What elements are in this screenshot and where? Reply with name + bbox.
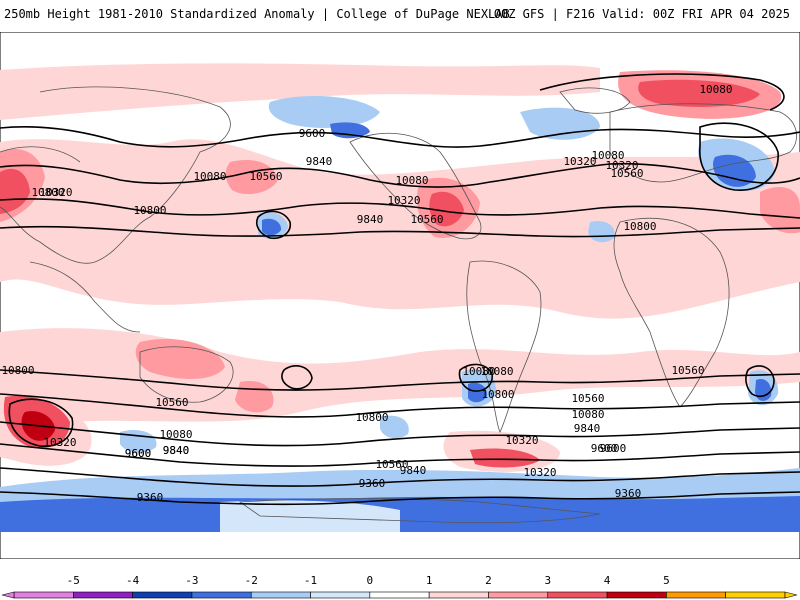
contour-label: 10080 — [571, 408, 604, 421]
contour-label: 10800 — [31, 186, 64, 199]
contour-label: 10800 — [1, 364, 34, 377]
colorbar-tick-label: 1 — [426, 574, 433, 587]
colorbar-tick-label: 0 — [367, 574, 374, 587]
contour-label: 10080 — [395, 174, 428, 187]
colorbar-segment — [488, 591, 549, 599]
contour-label: 10080 — [591, 149, 624, 162]
colorbar-tick-label: -5 — [67, 574, 80, 587]
contour-label: 9840 — [400, 464, 427, 477]
colorbar-min-arrow — [1, 591, 15, 599]
contour-label: 10560 — [571, 392, 604, 405]
contour-label: 9840 — [357, 213, 384, 226]
contour-label: 9840 — [163, 444, 190, 457]
colorbar-tick-label: -4 — [126, 574, 140, 587]
colorbar-max-arrow — [784, 591, 798, 599]
contour-label: 9840 — [306, 155, 333, 168]
colorbar-segment — [725, 591, 786, 599]
colorbar-segment — [428, 591, 489, 599]
contour-label: 9600 — [600, 442, 627, 455]
contour-label: 10320 — [523, 466, 556, 479]
contour-label: 9600 — [299, 127, 326, 140]
contour-label: 10080 — [480, 365, 513, 378]
contour-label: 10320 — [605, 159, 638, 172]
colorbar-segment — [250, 591, 311, 599]
contour-label: 10800 — [133, 204, 166, 217]
colorbar-tick-label: 5 — [663, 574, 670, 587]
contour-label: 10560 — [375, 458, 408, 471]
contour-label: 10800 — [355, 411, 388, 424]
colorbar-tick-label: 3 — [544, 574, 551, 587]
colorbar-segment — [310, 591, 371, 599]
run-valid-time: 00Z GFS | F216 Valid: 00Z FRI APR 04 202… — [493, 7, 790, 21]
contour-label: 10800 — [481, 388, 514, 401]
contour-label: 10560 — [249, 170, 282, 183]
contour-label: 10560 — [610, 167, 643, 180]
contour-label: 9360 — [359, 477, 386, 490]
colorbar-tick-label: -2 — [245, 574, 258, 587]
colorbar: -5 -4 -3 -2 -1 0 1 2 3 4 5 — [1, 574, 798, 599]
height-contours — [0, 73, 800, 506]
colorbar-segment — [13, 591, 74, 599]
contour-label: 10080 — [159, 428, 192, 441]
contour-label: 10560 — [410, 213, 443, 226]
colorbar-segment — [132, 591, 193, 599]
contour-label: 10320 — [43, 436, 76, 449]
contour-label: 9600 — [125, 447, 152, 460]
contour-label: 10080 — [193, 170, 226, 183]
contour-label: 9360 — [615, 487, 642, 500]
positive-anomaly-fill — [0, 63, 800, 472]
coastlines — [0, 86, 797, 524]
colorbar-tick-label: -3 — [185, 574, 198, 587]
contour-label: 9840 — [574, 422, 601, 435]
colorbar-segment — [191, 591, 252, 599]
colorbar-tick-label: -1 — [304, 574, 317, 587]
contour-label: 10320 — [387, 194, 420, 207]
contour-label: 9600 — [591, 442, 618, 455]
colorbar-tick-label: 2 — [485, 574, 492, 587]
colorbar-segment — [547, 591, 608, 599]
contour-label: 10080 — [462, 365, 495, 378]
contour-label: 10800 — [623, 220, 656, 233]
contour-label: 10320 — [563, 155, 596, 168]
contour-label: 9600 — [125, 447, 152, 460]
colorbar-segment — [606, 591, 667, 599]
colorbar-segment — [73, 591, 133, 599]
colorbar-tick-label: 4 — [604, 574, 611, 587]
contour-label: 10560 — [155, 396, 188, 409]
colorbar-segment — [369, 591, 430, 599]
contour-label: 10560 — [671, 364, 704, 377]
contour-label: 10080 — [699, 83, 732, 96]
contour-label: 10320 — [39, 186, 72, 199]
contour-label: 9840 — [163, 444, 190, 457]
contour-label: 10320 — [505, 434, 538, 447]
map-title: 250mb Height 1981-2010 Standardized Anom… — [4, 7, 510, 21]
colorbar-segment — [666, 591, 726, 599]
contour-label: 9360 — [137, 491, 164, 504]
